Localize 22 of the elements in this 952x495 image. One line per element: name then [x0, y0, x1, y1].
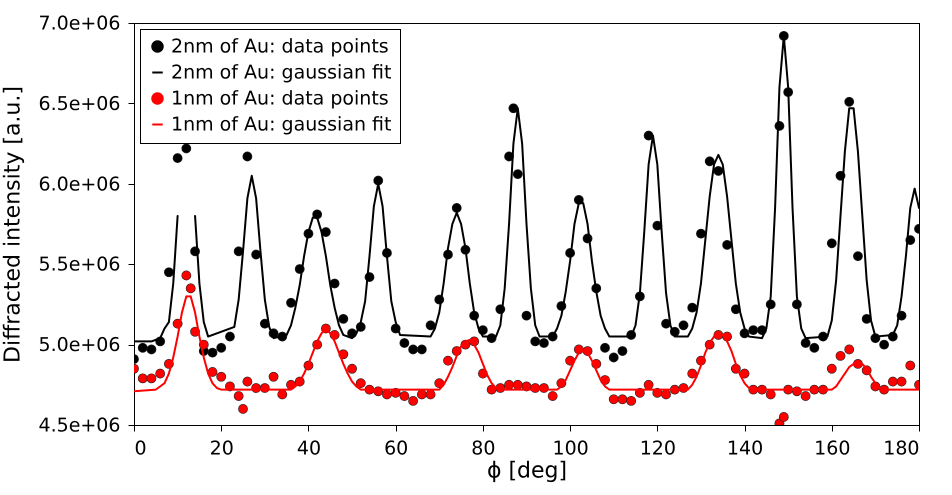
legend-label: 2nm of Au: data points — [171, 36, 389, 58]
x-tick-label: 80 — [471, 438, 496, 460]
y-tick-label: 6.0e+06 — [38, 173, 120, 196]
y-axis-title: Diffracted intensity [a.u.] — [0, 86, 26, 363]
legend-label: 2nm of Au: gaussian fit — [171, 62, 392, 84]
x-tick-label: 0 — [134, 438, 147, 460]
x-tick-label: 140 — [726, 438, 764, 460]
y-tick-label: 7.0e+06 — [38, 12, 120, 34]
x-tick-label: 20 — [210, 438, 234, 460]
y-tick-label: 4.5e+06 — [38, 414, 120, 436]
y-tick-label: 6.5e+06 — [38, 92, 120, 115]
x-tick-label: 180 — [883, 438, 920, 460]
y-tick-label: 5.5e+06 — [38, 254, 120, 276]
legend-label: 1nm of Au: data points — [171, 88, 389, 110]
x-axis-title: ϕ [deg] — [486, 458, 568, 484]
x-tick-label: 60 — [384, 438, 408, 460]
legend-label: 1nm of Au: gaussian fit — [171, 114, 392, 136]
x-tick-label: 100 — [552, 438, 589, 460]
x-tick-label: 40 — [296, 438, 322, 460]
x-tick-label: 120 — [640, 438, 676, 460]
x-tick-label: 160 — [814, 438, 850, 460]
y-tick-label: 5.0e+06 — [38, 334, 120, 356]
